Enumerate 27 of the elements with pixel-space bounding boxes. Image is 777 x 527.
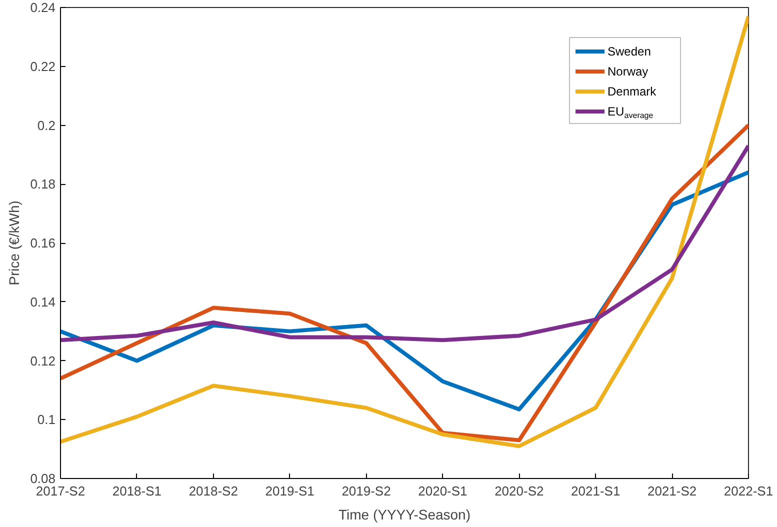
x-tick-label: 2022-S1	[724, 484, 774, 498]
line-series	[60, 123, 748, 442]
legend-label: Denmark	[608, 84, 658, 98]
legend-label: Norway	[608, 64, 648, 78]
x-tick-label: 2021-S1	[571, 484, 620, 498]
x-axis-title: Time (YYYY-Season)	[338, 506, 471, 522]
x-tick-label: 2019-S2	[342, 484, 391, 498]
y-tick-label: 0.18	[30, 176, 56, 192]
x-tick-label: 2018-S2	[188, 484, 238, 498]
y-tick-label: 0.12	[30, 353, 56, 368]
x-tick-label: 2019-S1	[265, 484, 314, 498]
y-tick-label: 0.08	[30, 471, 56, 486]
y-tick-label: 0.1	[37, 412, 56, 428]
line-series	[60, 14, 748, 448]
y-axis-title: Price (€/kWh)	[6, 200, 22, 286]
y-tick-label: 0.2	[37, 118, 56, 133]
y-tick-label: 0.14	[30, 294, 56, 310]
y-tick-label: 0.16	[30, 236, 56, 250]
legend-label: Sweden	[608, 44, 651, 58]
line-series	[60, 144, 748, 342]
x-tick-label: 2017-S2	[36, 484, 86, 498]
x-tick-label: 2020-S2	[494, 484, 544, 498]
x-tick-label: 2021-S2	[647, 484, 697, 498]
x-tick-label: 2018-S1	[112, 484, 162, 498]
x-tick-label: 2020-S1	[418, 484, 468, 498]
y-tick-label: 0.24	[30, 0, 56, 15]
y-tick-label: 0.22	[30, 58, 56, 74]
